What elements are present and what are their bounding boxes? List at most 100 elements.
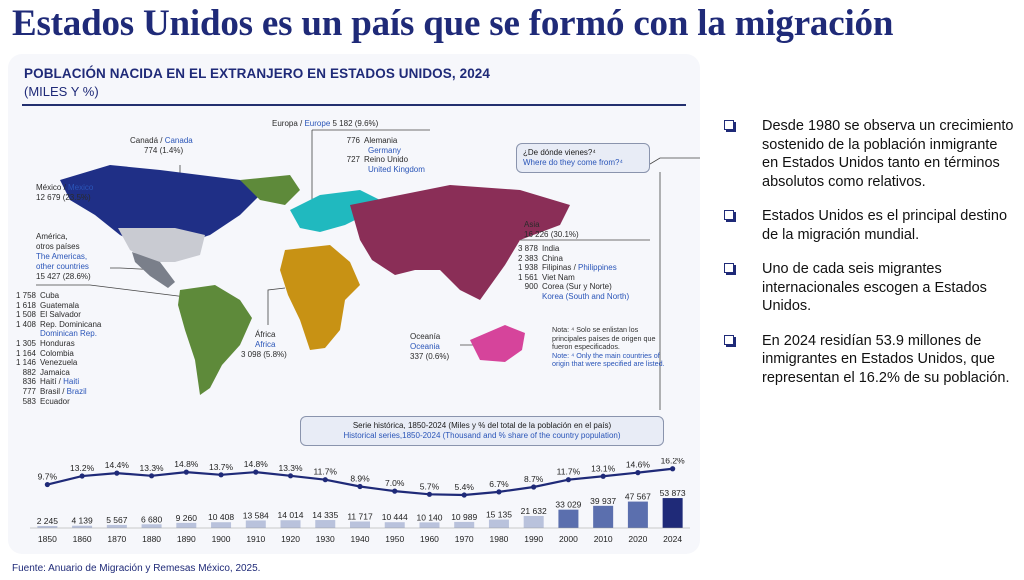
bar-1980 <box>488 519 509 528</box>
country-value: 836 <box>22 377 36 387</box>
africa-value: 3 098 (5.8%) <box>241 350 287 359</box>
share-label: 13.3% <box>278 463 303 473</box>
mexico-value: 12 679 (23.5%) <box>36 193 91 202</box>
country-value: 1 561 <box>517 272 538 282</box>
country-value: 1 618 <box>15 300 36 310</box>
canada-en: Canada <box>164 136 193 145</box>
canada-es: Canadá <box>130 136 159 145</box>
bar-value-label: 10 989 <box>451 512 477 522</box>
country-value: 1 305 <box>15 338 36 348</box>
share-point <box>635 470 641 476</box>
mexico-es: México <box>36 183 62 192</box>
country-row: 1 146 Venezuela <box>14 358 101 368</box>
x-tick-label: 1910 <box>246 534 265 544</box>
square-bullet-icon <box>724 210 734 220</box>
share-point <box>426 491 433 497</box>
country-value: 1 146 <box>15 358 36 368</box>
bar-value-label: 15 135 <box>486 510 512 520</box>
country-name: Alemania <box>364 136 398 145</box>
bar-2010 <box>593 505 614 528</box>
bar-1990 <box>523 515 544 528</box>
country-name: Rep. Dominicana <box>40 319 102 329</box>
label-canada: Canadá / Canada 774 (1.4%) <box>130 136 193 156</box>
bullet-item: En 2024 residían 53.9 millones de inmigr… <box>724 332 1014 388</box>
series-en: Historical series,1850-2024 (Thousand an… <box>343 431 621 440</box>
label-mexico: México / Mexico 12 679 (23.5%) <box>36 183 93 203</box>
bullet-text: Desde 1980 se observa un crecimiento sos… <box>762 118 1014 190</box>
asia-country-list: 3 878 India 2 383 China 1 938 Filipinas / Phi… <box>516 244 629 302</box>
asia-value: 16 226 (30.1%) <box>524 230 579 239</box>
americas-es2: otros países <box>36 242 80 251</box>
square-bullet-icon <box>724 263 734 273</box>
share-label: 6.7% <box>489 479 509 489</box>
europe-es: Europa <box>272 119 298 128</box>
share-label: 14.8% <box>244 459 269 469</box>
bar-value-label: 13 584 <box>243 510 269 520</box>
series-es: Serie histórica, 1850-2024 (Miles y % de… <box>352 421 612 430</box>
share-point <box>253 469 259 475</box>
x-tick-label: 2024 <box>663 534 682 544</box>
bar-value-label: 53 873 <box>660 488 686 498</box>
canada-sep: / <box>158 136 165 145</box>
x-tick-label: 1940 <box>351 534 370 544</box>
x-tick-label: 1990 <box>524 534 543 544</box>
bar-value-label: 14 335 <box>312 510 338 520</box>
country-row: 777 Brasil / Brazil <box>14 387 101 397</box>
country-name: Ecuador <box>40 396 70 406</box>
title-divider <box>22 104 686 106</box>
bar-1970 <box>454 521 475 528</box>
country-name: Filipinas / <box>542 263 579 273</box>
share-label: 16.2% <box>661 458 686 466</box>
bar-value-label: 10 408 <box>208 512 234 522</box>
share-label: 13.1% <box>591 463 616 473</box>
country-value: 900 <box>524 282 538 292</box>
country-name-en: Brazil <box>66 386 87 396</box>
map-note: Nota: ⁴ Solo se enlistan los principales… <box>552 325 670 369</box>
bar-2020 <box>627 501 648 528</box>
bar-value-label: 5 567 <box>106 515 128 525</box>
x-tick-label: 1970 <box>455 534 474 544</box>
share-label: 14.8% <box>174 459 199 469</box>
country-name: India <box>542 244 560 253</box>
country-name-en: Haiti <box>63 377 80 387</box>
americas-en1: The Americas, <box>36 252 88 261</box>
country-row: 1 305 Honduras <box>14 339 101 349</box>
share-point <box>287 473 294 479</box>
country-name: Dominican Rep. <box>40 329 97 339</box>
note-es: Nota: ⁴ Solo se enlistan los principales… <box>552 325 656 352</box>
share-label: 13.2% <box>70 463 95 473</box>
share-point <box>218 472 224 478</box>
bullet-text: Uno de cada seis migrantes internacional… <box>762 261 987 314</box>
bar-1920 <box>280 520 301 528</box>
bar-value-label: 6 680 <box>141 514 163 524</box>
americas-country-list: 1 758 Cuba 1 618 Guatemala 1 508 El Salvador 1… <box>14 291 101 406</box>
bullet-list: Desde 1980 se observa un crecimiento sos… <box>724 117 1014 403</box>
share-point <box>670 466 676 472</box>
country-name: Guatemala <box>40 300 80 310</box>
country-value: 776 <box>346 136 360 145</box>
share-point <box>600 473 606 479</box>
bullet-text: En 2024 residían 53.9 millones de inmigr… <box>762 332 1010 386</box>
world-map <box>36 129 700 410</box>
x-tick-label: 1880 <box>142 534 161 544</box>
share-point <box>79 473 85 479</box>
country-value: 1 508 <box>15 310 36 320</box>
country-name: Jamaica <box>40 367 70 377</box>
x-tick-label: 2020 <box>628 534 647 544</box>
x-tick-label: 1920 <box>281 534 300 544</box>
share-label: 14.6% <box>626 460 651 470</box>
bar-value-label: 14 014 <box>278 510 304 520</box>
share-point <box>322 477 328 483</box>
where-from-bubble: ¿De dónde vienes?⁴ Where do they come fr… <box>516 143 650 173</box>
x-tick-label: 1960 <box>420 534 439 544</box>
bar-2024 <box>662 498 683 528</box>
country-value: 1 938 <box>517 263 538 273</box>
share-label: 11.7% <box>314 467 338 477</box>
country-name: Korea (South and North) <box>542 291 630 301</box>
country-name-en: Germany <box>368 145 401 155</box>
oceania-value: 337 (0.6%) <box>410 352 450 361</box>
americas-es1: América, <box>36 232 68 241</box>
country-row: Dominican Rep. <box>14 329 101 339</box>
country-row: 776 Alemania <box>340 136 425 146</box>
country-value: 3 878 <box>517 244 538 253</box>
